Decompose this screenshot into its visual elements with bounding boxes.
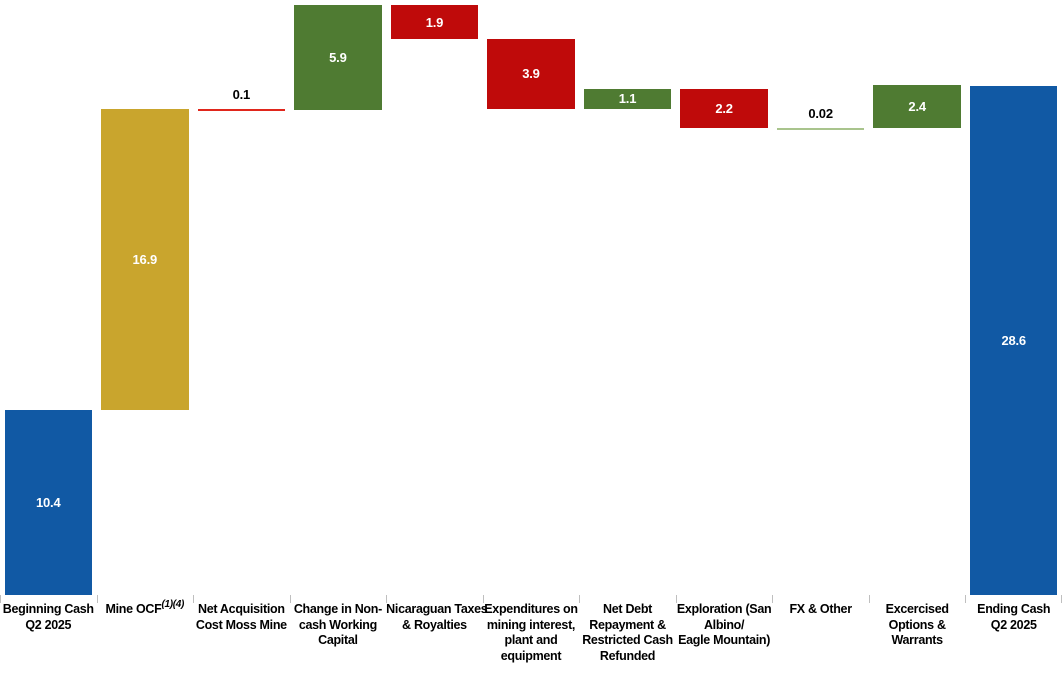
category-label-line: & Royalties [402,617,467,632]
category-label-expenditures-on-mining-interest-plant-and-equipment: Expenditures on mining interest, plant and… [483,602,580,664]
bar-exploration-san-albino-eagle-mountain: 2.2 [680,89,768,129]
bar-beginning-cash-q2-2025: 10.4 [4,409,93,595]
category-label-line: Beginning Cash [2,602,94,616]
category-label-line: mining interest, [486,617,576,632]
category-label-line: Net Debt [603,602,653,616]
axis-tick [193,595,194,603]
category-label-fx-other: FX & Other [772,602,869,618]
axis-tick [579,595,580,603]
bar-net-acquisition-cost-moss-mine [197,108,286,111]
value-label-net-acquisition-cost-moss-mine: 0.1 [232,86,251,102]
category-label-ending-cash-q2-2025: Ending Cash Q2 2025 [965,602,1062,633]
axis-tick [965,595,966,603]
category-label-line: Albino/ [703,617,745,632]
plot-area: 10.4 16.9 0.1 5.9 1.9 3.9 1.1 2.2 0.02 2.4 28.6 [0,5,1062,603]
category-label-line: Nicaraguan Taxes [386,602,488,616]
category-label-line: Excercised [885,602,949,616]
axis-tick [676,595,677,603]
value-label-change-in-non-cash-working-capital: 5.9 [329,50,347,66]
axis-tick [772,595,773,603]
value-label-ending-cash-q2-2025: 28.6 [1001,332,1026,348]
value-label-mine-ocf: 16.9 [132,251,158,267]
bar-fx-other [776,127,865,130]
category-label-exploration-san-albino-eagle-mountain: Exploration (San Albino/Eagle Mountain) [676,602,773,649]
category-label-line: Mine OCF(1)(4) [105,599,185,616]
axis-tick [0,595,1,603]
category-label-mine-ocf: Mine OCF(1)(4) [97,599,194,619]
category-label-line: Capital [318,633,358,647]
bar-ending-cash-q2-2025: 28.6 [969,85,1058,595]
value-label-exploration-san-albino-eagle-mountain: 2.2 [715,101,733,117]
category-label-line: Expenditures on [484,602,578,616]
value-label-expenditures-on-mining-interest-plant-and-equipment: 3.9 [522,66,540,82]
bar-expenditures-on-mining-interest-plant-and-equipment: 3.9 [487,39,575,109]
category-label-line: Exploration (San [676,602,772,616]
category-label-line: cash Working [298,617,377,632]
category-label-line: equipment [500,648,562,663]
category-label-line: Cost Moss Mine [195,617,287,632]
category-label-line: Ending Cash [977,602,1051,616]
value-label-excercised-options-warrants: 2.4 [908,99,926,115]
axis-tick [869,595,870,603]
category-label-beginning-cash-q2-2025: Beginning Cash Q2 2025 [0,602,97,633]
category-label-line: Net Acquisition [197,602,285,616]
category-label-line: Restricted Cash [582,633,673,647]
category-label-excercised-options-warrants: Excercised Options & Warrants [869,602,966,649]
category-label-line: plant and [504,633,558,647]
bar-change-in-non-cash-working-capital: 5.9 [294,5,382,111]
axis-tick [386,595,387,603]
axis-tick [290,595,291,603]
category-label-line: Refunded [599,648,656,663]
bar-mine-ocf: 16.9 [101,108,189,410]
axis-tick [97,595,98,603]
category-label-line: Q2 2025 [25,617,72,632]
footnote-superscript: (1)(4) [161,599,185,610]
category-label-net-debt-repayment-restricted-cash-refunded: Net Debt Repayment & Restricted Cash Refund… [579,602,676,664]
value-label-nicaraguan-taxes-royalties: 1.9 [425,14,444,30]
bar-net-debt-repayment-restricted-cash-refunded: 1.1 [583,89,672,109]
category-label-nicaraguan-taxes-royalties: Nicaraguan Taxes & Royalties [386,602,488,633]
value-label-net-debt-repayment-restricted-cash-refunded: 1.1 [618,91,637,107]
category-label-line: Repayment & [589,617,666,632]
value-label-fx-other: 0.02 [808,105,833,121]
bar-excercised-options-warrants: 2.4 [873,85,961,128]
category-label-line: Change in Non- [293,602,382,616]
axis-tick [483,595,484,603]
category-label-change-in-non-cash-working-capital: Change in Non-cash Working Capital [290,602,387,649]
category-label-net-acquisition-cost-moss-mine: Net Acquisition Cost Moss Mine [193,602,290,633]
value-label-beginning-cash-q2-2025: 10.4 [36,494,61,510]
category-label-line: Warrants [891,633,944,647]
category-label-line: FX & Other [789,602,852,616]
category-label-line: Options & [888,617,946,632]
category-label-line: Eagle Mountain) [678,633,771,647]
bar-nicaraguan-taxes-royalties: 1.9 [390,5,479,40]
category-label-line: Q2 2025 [990,617,1037,632]
